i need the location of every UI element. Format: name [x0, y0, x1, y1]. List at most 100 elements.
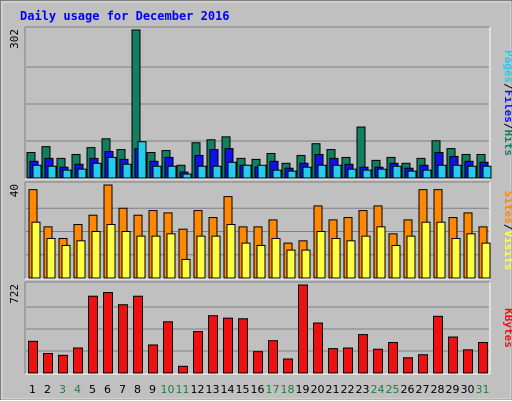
pages-bar: [347, 168, 357, 179]
visits-bar: [76, 240, 86, 279]
day-label: 24: [371, 383, 385, 396]
legend-entry: Sites: [502, 191, 512, 224]
day-label: 25: [386, 383, 400, 396]
day-label: 16: [251, 383, 265, 396]
kbytes-bar: [103, 292, 113, 374]
kbytes-bar: [448, 336, 458, 374]
pages-bar: [62, 169, 72, 179]
visits-bar: [436, 221, 446, 279]
kbytes-bar: [298, 284, 308, 374]
kbytes-bar: [268, 340, 278, 374]
visits-bar: [271, 237, 281, 279]
pages-bar: [227, 161, 237, 179]
day-label: 28: [431, 383, 445, 396]
kbytes-bar: [133, 295, 143, 374]
day-label: 4: [74, 383, 81, 396]
pages-bar: [167, 165, 177, 179]
pages-bar: [317, 164, 327, 179]
pages-bar: [212, 165, 222, 179]
pages-bar: [467, 165, 477, 179]
pages-bar: [452, 164, 462, 179]
visits-bar: [151, 235, 161, 279]
kbytes-bar: [403, 357, 413, 374]
day-label: 15: [236, 383, 250, 396]
kbytes-bar: [43, 352, 53, 374]
kbytes-bar: [343, 347, 353, 374]
pages-bar: [137, 141, 147, 179]
visits-bar: [301, 249, 311, 279]
kbytes-bar: [148, 344, 158, 374]
kbytes-bar: [88, 295, 98, 374]
pages-bar: [122, 163, 132, 179]
day-label: 7: [119, 383, 126, 396]
kbytes-bar: [358, 334, 368, 374]
panel-kbytes: 722 KBytes: [8, 281, 512, 375]
kbytes-bar: [193, 331, 203, 374]
pages-bar: [377, 168, 387, 179]
day-label: 14: [221, 383, 235, 396]
pages-bar: [272, 169, 282, 179]
visits-bar: [136, 235, 146, 279]
day-label: 26: [401, 383, 415, 396]
visits-bar: [256, 244, 266, 279]
kbytes-bar: [163, 321, 173, 374]
visits-bar: [121, 231, 131, 279]
legend-entry: Hits: [502, 130, 512, 157]
kbytes-bar: [328, 348, 338, 374]
kbytes-bar: [373, 348, 383, 374]
day-label: 30: [461, 383, 475, 396]
visits-bar: [31, 221, 41, 279]
pages-bar: [77, 168, 87, 179]
visits-bar: [331, 237, 341, 279]
kbytes-bar: [313, 322, 323, 374]
kbytes-bar: [283, 358, 293, 374]
day-label: 18: [281, 383, 295, 396]
visits-bar: [166, 233, 176, 279]
pages-bar: [182, 173, 192, 179]
legend-entry: Visits: [502, 231, 512, 271]
pages-bar: [407, 170, 417, 179]
day-label: 12: [191, 383, 205, 396]
kbytes-bar: [238, 318, 248, 374]
visits-bar: [106, 224, 116, 279]
day-label: 5: [89, 383, 96, 396]
kbytes-bar: [253, 351, 263, 374]
visits-bar: [181, 258, 191, 279]
pages-bar: [392, 165, 402, 179]
day-label: 22: [341, 383, 355, 396]
panel-visits-sites: 40 Sites/Visits: [8, 181, 512, 280]
visits-bar: [61, 244, 71, 279]
visits-bar: [91, 231, 101, 279]
y-axis-max-label: 302: [8, 29, 21, 49]
visits-bar: [346, 240, 356, 279]
pages-bar: [362, 169, 372, 179]
legend: Sites/Visits: [502, 191, 512, 271]
pages-bar: [332, 164, 342, 179]
day-label: 10: [161, 383, 175, 396]
visits-bar: [196, 235, 206, 279]
kbytes-bar: [58, 354, 68, 374]
pages-bar: [422, 169, 432, 179]
visits-bar: [391, 244, 401, 279]
visits-bar: [46, 237, 56, 279]
legend-entry: KBytes: [502, 308, 512, 348]
legend: KBytes: [502, 308, 512, 348]
day-label: 11: [176, 383, 190, 396]
pages-bar: [92, 162, 102, 179]
kbytes-bar: [208, 315, 218, 374]
pages-bar: [437, 164, 447, 179]
pages-bar: [482, 165, 492, 179]
visits-bar: [421, 221, 431, 279]
pages-bar: [107, 156, 117, 179]
pages-bar: [242, 164, 252, 179]
visits-bar: [241, 242, 251, 279]
visits-bar: [211, 235, 221, 279]
visits-bar: [466, 233, 476, 279]
day-label: 1: [29, 383, 36, 396]
day-label: 20: [311, 383, 325, 396]
day-label: 17: [266, 383, 280, 396]
legend-entry: Pages: [502, 50, 512, 83]
day-label: 8: [134, 383, 141, 396]
kbytes-bar: [433, 315, 443, 374]
